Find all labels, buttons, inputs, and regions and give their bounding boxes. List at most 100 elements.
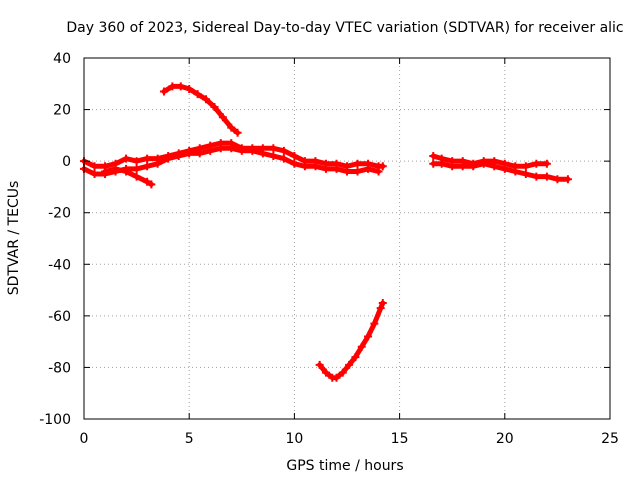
- x-tick-label: 5: [185, 431, 194, 447]
- data-point: [448, 162, 457, 171]
- series-band-c: [429, 151, 551, 171]
- data-point: [311, 162, 320, 171]
- x-tick-labels: 0 5 10 15 20 25: [80, 431, 619, 447]
- data-point: [193, 90, 202, 99]
- data-point: [511, 167, 520, 176]
- data-point: [429, 151, 438, 160]
- data-point: [90, 162, 99, 171]
- data-point: [269, 151, 278, 160]
- data-point: [321, 164, 330, 173]
- series-band-d: [429, 159, 572, 184]
- data-point: [227, 144, 236, 153]
- data-point: [374, 167, 383, 176]
- data-point: [290, 159, 299, 168]
- y-tick-label: -60: [48, 309, 71, 325]
- data-series: [80, 82, 572, 382]
- data-point: [143, 154, 152, 163]
- data-point: [376, 304, 385, 313]
- x-tick-label: 15: [391, 431, 409, 447]
- y-tick-label: 20: [53, 103, 71, 119]
- data-point: [168, 82, 177, 91]
- series-arc-high: [159, 82, 242, 137]
- data-point: [378, 298, 387, 307]
- data-point: [364, 164, 373, 173]
- axis-ticks: [83, 57, 611, 420]
- data-point: [343, 167, 351, 176]
- y-tick-label: -100: [39, 412, 71, 428]
- data-point: [195, 149, 204, 158]
- series-line: [317, 300, 386, 381]
- data-point: [351, 353, 360, 362]
- data-point: [218, 113, 227, 122]
- y-tick-label: 40: [53, 51, 71, 67]
- data-point: [300, 162, 309, 171]
- data-point: [479, 159, 488, 168]
- data-point: [429, 159, 438, 168]
- data-point: [458, 162, 467, 171]
- data-point: [216, 144, 225, 153]
- data-point: [553, 175, 562, 184]
- data-point: [202, 95, 211, 104]
- x-tick-label: 0: [80, 431, 89, 447]
- data-point: [332, 373, 341, 382]
- data-point: [521, 162, 530, 171]
- data-point: [258, 149, 267, 158]
- data-point: [248, 146, 257, 155]
- data-point: [227, 123, 236, 132]
- data-point: [206, 146, 215, 155]
- data-point: [90, 170, 99, 179]
- grid-lines: [84, 58, 610, 419]
- data-point: [210, 102, 219, 111]
- data-point: [338, 368, 347, 377]
- data-point: [185, 84, 194, 93]
- chart-title: Day 360 of 2023, Sidereal Day-to-day VTE…: [66, 20, 623, 36]
- data-point: [345, 360, 354, 369]
- data-point: [132, 164, 141, 173]
- data-point: [357, 342, 366, 351]
- data-point: [315, 360, 324, 369]
- plot-frame: [83, 57, 611, 420]
- x-axis-label: GPS time / hours: [286, 458, 403, 474]
- y-tick-label: -40: [48, 257, 71, 273]
- data-point: [122, 167, 131, 176]
- series-arc-low: [315, 298, 387, 382]
- data-point: [122, 154, 131, 163]
- data-point: [176, 82, 185, 91]
- data-point: [500, 164, 509, 173]
- data-point: [279, 154, 288, 163]
- data-point: [532, 172, 541, 181]
- data-point: [532, 159, 541, 168]
- data-point: [542, 172, 551, 181]
- data-point: [321, 368, 330, 377]
- data-point: [370, 319, 379, 328]
- data-point: [132, 172, 141, 181]
- data-point: [111, 164, 120, 173]
- data-point: [147, 180, 156, 189]
- data-point: [132, 157, 141, 166]
- y-tick-labels: -100 -80 -60 -40 -20 0 20 40: [39, 51, 71, 428]
- x-tick-label: 20: [496, 431, 514, 447]
- data-point: [237, 146, 246, 155]
- series-band-b: [101, 164, 156, 189]
- y-tick-label: -20: [48, 206, 71, 222]
- data-point: [174, 151, 183, 160]
- x-tick-label: 25: [601, 431, 619, 447]
- data-point: [143, 162, 152, 171]
- data-point: [563, 175, 572, 184]
- data-point: [159, 87, 168, 96]
- data-point: [490, 162, 499, 171]
- data-point: [269, 144, 278, 153]
- data-point: [378, 162, 387, 171]
- data-point: [437, 159, 446, 168]
- data-point: [279, 146, 288, 155]
- data-point: [521, 170, 530, 179]
- data-point: [143, 177, 152, 186]
- data-point: [101, 167, 110, 176]
- data-point: [233, 128, 242, 137]
- data-point: [290, 151, 299, 160]
- data-point: [469, 162, 478, 171]
- x-tick-label: 10: [285, 431, 303, 447]
- data-point: [353, 167, 362, 176]
- data-point: [164, 154, 173, 163]
